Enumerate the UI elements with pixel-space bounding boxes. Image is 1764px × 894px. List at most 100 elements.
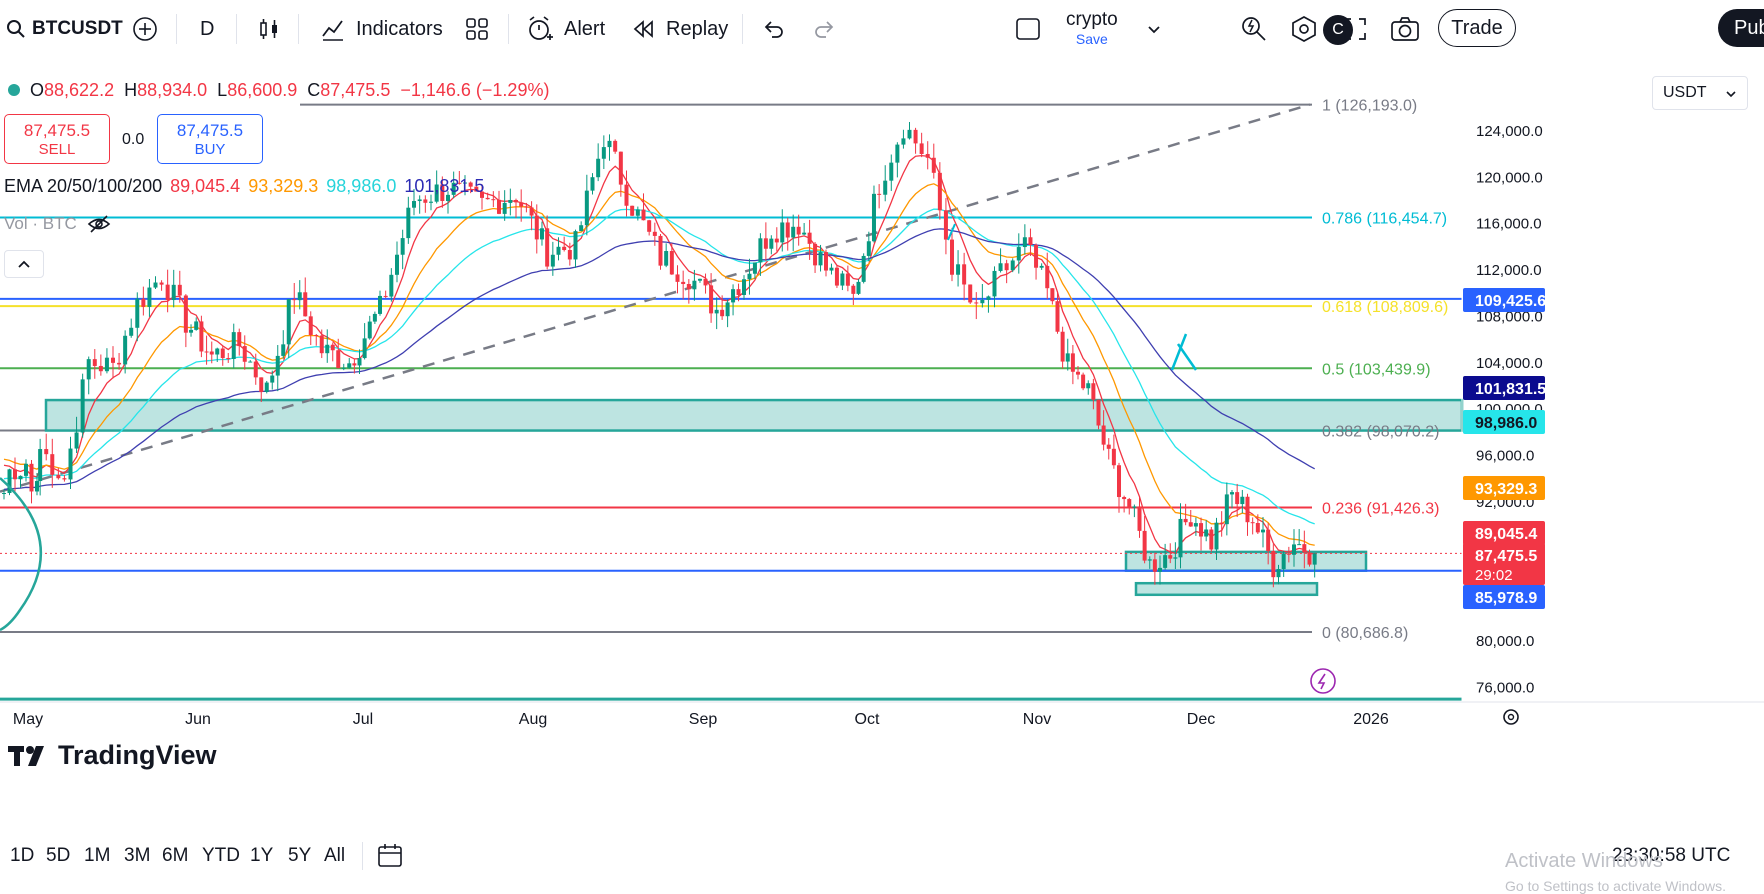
interval-button[interactable]: D: [200, 0, 214, 58]
candle-body: [347, 363, 352, 368]
timeframe-3m[interactable]: 3M: [124, 845, 151, 866]
candle-body: [813, 243, 818, 266]
candle-body: [1209, 529, 1214, 550]
price-chart[interactable]: 1 (126,193.0) 0.786 (116,454.7) 0.618 (108…: [0, 58, 1764, 830]
buy-button[interactable]: 87,475.5 BUY: [157, 114, 263, 164]
fib-retracement[interactable]: [0, 103, 1312, 634]
candle-body: [1292, 544, 1296, 555]
plus-circle-icon: [133, 17, 157, 41]
market-status-dot: [8, 84, 20, 96]
candle-body: [1034, 245, 1039, 268]
timeframe-all[interactable]: All: [324, 845, 346, 866]
layout-dropdown[interactable]: [1146, 0, 1162, 58]
publish-button[interactable]: Pub: [1718, 9, 1764, 47]
tradingview-logo[interactable]: TradingView: [8, 740, 217, 771]
candle-body: [270, 375, 275, 383]
time-axis[interactable]: May Jun Jul Aug Sep Oct Nov Dec 2026: [0, 701, 1764, 728]
ema20-value: 89,045.4: [170, 176, 241, 196]
avatar[interactable]: C: [1323, 15, 1353, 45]
candle-body: [1193, 523, 1198, 527]
candle-body: [248, 361, 253, 363]
chart-type-button[interactable]: [256, 0, 282, 58]
candle-body: [785, 222, 790, 238]
candle-body: [2, 493, 6, 495]
candle-body: [1307, 552, 1312, 565]
candles-icon: [260, 19, 277, 39]
utc-clock[interactable]: 23:30:58 UTC: [1612, 828, 1730, 884]
timeframe-1m[interactable]: 1M: [84, 845, 111, 866]
symbol-search[interactable]: BTCUSDT: [6, 0, 123, 58]
settings-button[interactable]: [1290, 0, 1318, 58]
snapshot-button[interactable]: [1390, 0, 1420, 58]
candle-body: [851, 285, 856, 294]
candle-body: [13, 469, 17, 480]
chevron-down-icon: [1726, 91, 1736, 98]
sell-button[interactable]: 87,475.5 SELL: [4, 114, 110, 164]
timeframe-ytd[interactable]: YTD: [202, 845, 240, 866]
timeframe-1y[interactable]: 1Y: [250, 845, 274, 866]
ema-legend[interactable]: EMA 20/50/100/200 89,045.4 93,329.3 98,9…: [4, 176, 484, 197]
indicators-button[interactable]: Indicators: [320, 0, 443, 58]
layout-checkbox[interactable]: [1014, 0, 1042, 58]
timeframe-6m[interactable]: 6M: [162, 845, 189, 866]
candle-body: [502, 202, 507, 214]
candle-body: [956, 264, 961, 275]
undo-button[interactable]: [762, 0, 786, 58]
date-range-button[interactable]: [376, 828, 404, 884]
dashed-trend-line: [0, 103, 1311, 493]
price-badge: [1463, 521, 1545, 545]
candle-body: [562, 246, 567, 251]
compare-button[interactable]: [132, 0, 158, 58]
candle-body: [877, 193, 882, 195]
candle-body: [1127, 499, 1132, 508]
trade-button[interactable]: Trade: [1438, 9, 1516, 47]
candle-body: [98, 365, 103, 372]
candle-body: [866, 241, 871, 256]
candle-body: [86, 359, 91, 380]
support-zone: [1124, 550, 1368, 572]
candle-body: [931, 157, 936, 173]
candle-body: [1004, 263, 1009, 271]
candle-body: [1158, 567, 1162, 572]
redo-button[interactable]: [812, 0, 836, 58]
candle-body: [1010, 260, 1015, 271]
candle-body: [189, 329, 194, 333]
timeframe-5y[interactable]: 5Y: [288, 845, 312, 866]
candle-body: [962, 264, 967, 285]
candle-body: [264, 382, 269, 392]
lightning-icon: [1310, 668, 1336, 694]
candle-body: [1173, 557, 1178, 559]
ema-line: [3, 208, 1315, 525]
candle-body: [44, 449, 49, 455]
candle-body: [752, 262, 757, 274]
currency-select[interactable]: USDT: [1652, 76, 1748, 110]
volume-legend[interactable]: Vol · BTC: [4, 214, 111, 234]
alert-button[interactable]: Alert: [526, 0, 605, 58]
layout-name[interactable]: crypto Save: [1066, 8, 1118, 48]
quick-search-button[interactable]: [1240, 0, 1268, 58]
candle-body: [281, 344, 286, 356]
fullscreen-button[interactable]: [1342, 0, 1368, 58]
candle-body: [731, 289, 736, 303]
candle-body: [807, 232, 812, 244]
candle-body: [35, 481, 39, 492]
candle-body: [514, 199, 518, 203]
eye-off-icon[interactable]: [87, 214, 111, 234]
candle-body: [147, 287, 152, 307]
candle-body: [463, 182, 467, 184]
candle-body: [18, 475, 23, 480]
candle-body: [220, 348, 225, 358]
templates-button[interactable]: [464, 0, 490, 58]
candle-body: [1261, 529, 1265, 533]
replay-button[interactable]: Replay: [632, 0, 728, 58]
timeframe-1d[interactable]: 1D: [10, 845, 35, 866]
trend-line[interactable]: [0, 103, 1311, 493]
candle-body: [336, 350, 341, 369]
candle-body: [802, 232, 807, 235]
indicators-label: Indicators: [356, 17, 443, 40]
collapse-legend-button[interactable]: [4, 250, 44, 278]
candle-body: [341, 367, 346, 369]
timeframe-5d[interactable]: 5D: [46, 845, 71, 866]
lightning-bolt: [1317, 673, 1326, 690]
candle-body: [664, 251, 669, 266]
